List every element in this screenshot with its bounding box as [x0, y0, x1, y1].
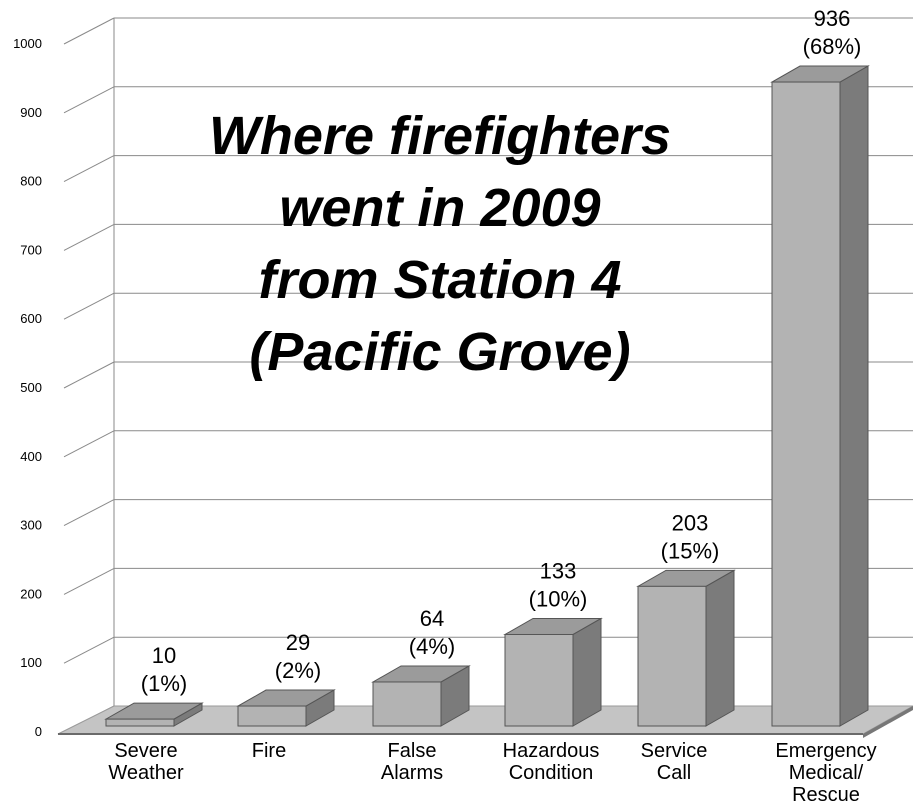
percent-label: (68%): [803, 34, 862, 59]
y-tick-label: 200: [20, 586, 42, 601]
percent-label: (4%): [409, 634, 455, 659]
y-tick-label: 600: [20, 311, 42, 326]
bar-2: [371, 665, 471, 727]
percent-label: (1%): [141, 671, 187, 696]
gridline-diagonal-800: [63, 155, 115, 183]
value-label: 29: [286, 630, 310, 655]
gridline-diagonal-900: [63, 86, 115, 114]
bar-front: [372, 681, 442, 727]
bar-4: [636, 569, 736, 727]
y-tick-label: 500: [20, 380, 42, 395]
x-tick-label: Emergency Medical/Rescue: [775, 740, 876, 806]
percent-label: (10%): [529, 586, 588, 611]
percent-label: (2%): [275, 658, 321, 683]
gridline-diagonal-400: [63, 430, 115, 458]
y-tick-label: 700: [20, 242, 42, 257]
y-tick-label: 800: [20, 174, 42, 189]
bar-front: [237, 705, 307, 727]
bar-side: [572, 617, 602, 727]
bar-front: [105, 718, 175, 727]
bar-0: [104, 702, 204, 727]
chart-title: Where firefighters went in 2009 from Sta…: [208, 106, 672, 382]
bar-side: [705, 569, 735, 727]
value-label: 10: [152, 643, 176, 668]
floor-side: [863, 706, 913, 738]
value-label: 203: [672, 510, 709, 535]
x-tick-label: Severe Weather: [108, 740, 184, 784]
gridline-diagonal-100: [63, 636, 115, 664]
bar-side: [839, 65, 869, 727]
gridline-diagonal-500: [63, 361, 115, 389]
bar-front: [504, 633, 574, 727]
y-tick-label: 300: [20, 518, 42, 533]
y-tick-label: 400: [20, 449, 42, 464]
gridline-diagonal-700: [63, 223, 115, 251]
x-tick-label: False Alarms: [381, 740, 443, 784]
x-tick-label: Fire: [252, 740, 286, 762]
gridline-diagonal-300: [63, 499, 115, 527]
percent-label: (15%): [661, 538, 720, 563]
y-axis: 0 100 200 300 400 500 600 700 800 900 1000: [13, 36, 42, 739]
gridline-diagonal-1000: [63, 17, 115, 45]
data-labels: (1%) 10 (2%) 29 (4%) 64 (10%) 133 (15%) 203 (68%) 9…: [141, 6, 862, 696]
y-tick-label: 0: [35, 724, 42, 739]
x-tick-label: Service Call: [641, 740, 708, 784]
bars: [104, 65, 870, 727]
x-tick-label: Hazardous Condition: [503, 740, 600, 784]
gridline-diagonal-600: [63, 292, 115, 320]
bar-front: [771, 81, 841, 727]
bar-front: [637, 585, 707, 727]
bar-3: [503, 617, 603, 727]
value-label: 936: [814, 6, 851, 31]
y-tick-label: 900: [20, 105, 42, 120]
value-label: 133: [540, 558, 577, 583]
gridline-diagonal-200: [63, 567, 115, 595]
bar-1: [236, 689, 336, 727]
y-tick-label: 1000: [13, 36, 42, 51]
value-label: 64: [420, 606, 444, 631]
x-axis: Severe Weather Fire False Alarms Hazardous Con…: [108, 740, 876, 806]
bar-5: [770, 65, 870, 727]
y-tick-label: 100: [20, 655, 42, 670]
